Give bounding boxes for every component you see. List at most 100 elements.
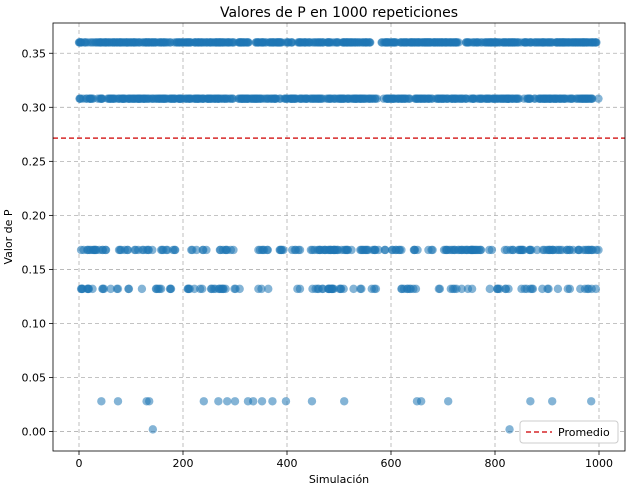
data-point	[156, 284, 166, 294]
data-point	[366, 38, 375, 47]
data-point	[113, 284, 123, 294]
plot-frame	[52, 22, 626, 452]
data-point	[199, 397, 208, 406]
data-point	[476, 245, 486, 255]
data-point	[148, 245, 157, 255]
y-tick-label: 0.25	[22, 155, 47, 168]
data-point	[374, 245, 383, 255]
data-point	[487, 245, 497, 255]
data-point	[249, 397, 258, 406]
data-point	[485, 284, 494, 294]
y-tick-label: 0.05	[22, 372, 47, 385]
data-point	[526, 397, 535, 406]
data-point	[371, 284, 381, 294]
y-tick-label: 0.00	[22, 426, 47, 439]
data-point	[454, 38, 463, 47]
data-point	[340, 397, 349, 406]
data-point	[113, 397, 123, 406]
data-point	[145, 397, 154, 406]
data-point	[279, 245, 288, 255]
data-point	[230, 397, 240, 406]
data-point	[307, 397, 317, 406]
data-point	[594, 245, 603, 255]
data-point	[198, 284, 207, 294]
data-point	[544, 284, 553, 294]
data-point	[257, 397, 267, 406]
data-point	[592, 38, 601, 47]
data-point	[435, 284, 445, 294]
data-point	[171, 245, 180, 255]
data-point	[416, 397, 426, 406]
data-point	[587, 397, 596, 406]
data-point	[553, 284, 563, 294]
x-tick-label: 0	[76, 457, 83, 470]
data-point	[339, 284, 348, 294]
data-point	[257, 284, 266, 294]
data-point	[411, 284, 421, 294]
legend-box	[519, 420, 619, 444]
data-point	[565, 284, 575, 294]
y-tick-label: 0.30	[22, 101, 47, 114]
data-point	[148, 425, 158, 434]
axis-ticks: 0 200 400 600 800 1000 0.00 0.05 0.10 0.15 0.20 0.2…	[22, 47, 614, 470]
legend: Promedio	[519, 420, 619, 444]
data-point	[123, 245, 133, 255]
data-point	[97, 397, 106, 406]
data-point	[548, 397, 557, 406]
x-tick-label: 1000	[585, 457, 613, 470]
data-point	[467, 284, 477, 294]
data-point	[268, 397, 277, 406]
data-point	[528, 284, 538, 294]
data-point	[88, 284, 97, 294]
data-point	[444, 397, 453, 406]
data-point	[372, 94, 382, 103]
data-point	[347, 245, 356, 255]
data-point	[413, 245, 422, 255]
data-point	[504, 284, 513, 294]
data-point	[202, 245, 211, 255]
data-point	[591, 284, 601, 294]
data-point	[505, 425, 514, 434]
legend-label: Promedio	[558, 426, 610, 439]
data-point	[137, 284, 147, 294]
data-point	[457, 284, 466, 294]
x-tick-label: 600	[381, 457, 402, 470]
data-point	[349, 284, 358, 294]
data-point	[397, 245, 406, 255]
data-point	[223, 397, 232, 406]
data-point	[166, 284, 176, 294]
data-point	[221, 284, 230, 294]
x-tick-label: 400	[277, 457, 298, 470]
chart-title: Valores de P en 1000 repeticiones	[220, 5, 458, 21]
data-point	[588, 94, 597, 103]
x-tick-label: 800	[485, 457, 506, 470]
y-axis-label: Valor de P	[2, 209, 15, 264]
data-point	[428, 245, 437, 255]
data-point	[99, 284, 109, 294]
y-tick-label: 0.15	[22, 263, 47, 276]
y-tick-label: 0.10	[22, 317, 47, 330]
y-tick-label: 0.35	[22, 47, 47, 60]
data-point	[264, 284, 273, 294]
data-point	[235, 284, 244, 294]
x-axis-label: Simulación	[309, 473, 369, 486]
data-point	[106, 284, 115, 294]
data-point	[295, 284, 305, 294]
data-point	[244, 38, 253, 47]
data-point	[594, 94, 603, 103]
data-point	[192, 245, 201, 255]
data-points	[74, 38, 603, 434]
data-point	[214, 397, 223, 406]
data-point	[281, 397, 291, 406]
data-point	[101, 245, 111, 255]
data-point	[229, 245, 238, 255]
data-point	[381, 245, 390, 255]
data-point	[124, 284, 134, 294]
x-tick-label: 200	[173, 457, 194, 470]
data-point	[295, 245, 305, 255]
data-point	[263, 245, 272, 255]
data-point	[357, 284, 366, 294]
y-tick-label: 0.20	[22, 209, 47, 222]
